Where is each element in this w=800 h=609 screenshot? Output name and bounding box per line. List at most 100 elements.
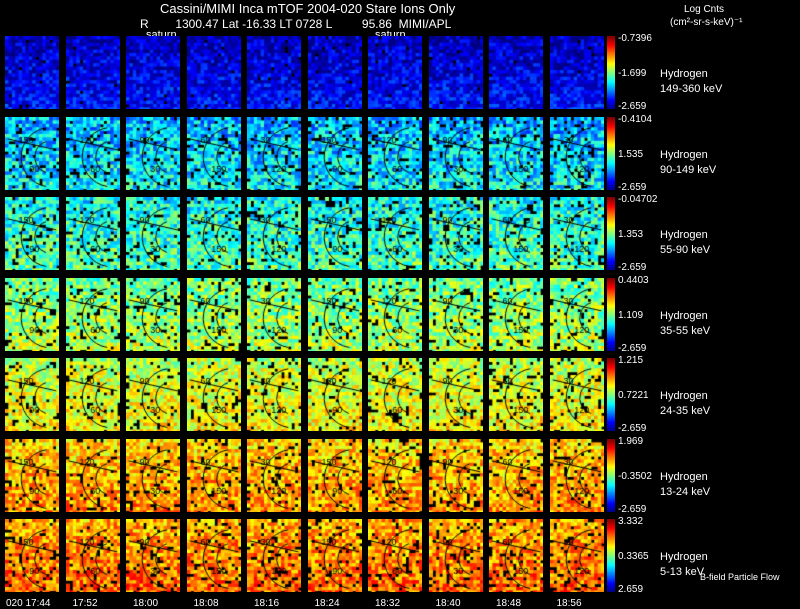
particle-image-panel [368, 36, 422, 109]
particle-image-panel [368, 197, 422, 270]
colorbar-mid: 1.535 [618, 148, 644, 160]
particle-image-panel [489, 197, 543, 270]
particle-image-panel [5, 438, 59, 512]
colorbar [607, 519, 615, 592]
time-tick-label: 17:52 [72, 598, 98, 609]
band-energy: 55-90 keV [660, 244, 711, 256]
particle-image-panel [428, 116, 483, 190]
colorbar-max: -0.7396 [618, 33, 652, 44]
particle-image-panel [489, 277, 543, 351]
particle-image-panel [489, 116, 543, 190]
particle-image-panel [489, 36, 543, 109]
particle-image-panel [5, 36, 59, 109]
colorbar-max: -0.04702 [618, 194, 658, 205]
particle-image-panel [489, 438, 543, 512]
time-tick-label: 18:48 [496, 598, 522, 609]
particle-image-panel [247, 358, 301, 431]
units-expression: (cm²-sr-s-keV)⁻¹ [670, 17, 743, 28]
particle-image-panel [186, 438, 241, 512]
particle-image-panel [307, 438, 362, 512]
colorbar-min: 2.659 [618, 584, 644, 595]
particle-image-panel [186, 519, 241, 592]
particle-image-panel [549, 36, 604, 109]
time-tick-label: 18:24 [314, 598, 340, 609]
particle-image-panel [186, 277, 241, 351]
particle-image-panel [368, 277, 422, 351]
colorbar-min: -2.659 [618, 503, 647, 515]
band-species: Hydrogen [660, 309, 708, 322]
colorbar-min: -2.659 [618, 101, 647, 112]
particle-image-panel [549, 277, 604, 351]
colorbar-min: -2.659 [618, 342, 647, 354]
time-tick-label: 020 17:44 [6, 598, 51, 609]
band-energy: 90-149 keV [660, 163, 717, 176]
particle-image-panel [428, 438, 483, 512]
particle-image-panel [549, 438, 604, 512]
colorbar-min: -2.659 [618, 423, 647, 434]
colorbar-mid: 0.3365 [618, 551, 649, 562]
particle-image-panel [126, 116, 180, 190]
band-species: Hydrogen [660, 229, 708, 241]
band-species: Hydrogen [660, 551, 708, 563]
band-species: Hydrogen [660, 68, 708, 80]
particle-image-panel [307, 519, 362, 592]
particle-image-panel [307, 197, 362, 270]
particle-image-panel [5, 358, 59, 431]
colorbar-mid: 1.353 [618, 229, 644, 240]
colorbar [607, 358, 615, 431]
particle-image-panel [186, 358, 241, 431]
particle-image-panel [65, 197, 120, 270]
colorbar-mid: 1.109 [618, 309, 644, 321]
colorbar-min: -2.659 [618, 262, 647, 273]
band-species: Hydrogen [660, 470, 708, 483]
units-title: Log Cnts [684, 4, 725, 15]
particle-image-panel [126, 519, 180, 592]
time-tick-label: 18:32 [375, 598, 401, 609]
colorbar [607, 277, 615, 351]
band-energy: 5-13 keV [660, 566, 705, 578]
particle-image-panel [5, 277, 59, 351]
particle-image-panel [368, 358, 422, 431]
colorbar-max: 1.969 [618, 435, 644, 447]
band-energy: 35-55 keV [660, 324, 711, 337]
particle-image-panel [5, 116, 59, 190]
particle-image-panel [186, 197, 241, 270]
particle-image-panel [186, 36, 241, 109]
particle-image-panel [549, 519, 604, 592]
time-tick-label: 18:40 [435, 598, 461, 609]
particle-image-panel [5, 519, 59, 592]
particle-image-panel [5, 197, 59, 270]
time-tick-label: 18:00 [133, 598, 159, 609]
band-energy: 149-360 keV [660, 83, 723, 95]
colorbar-max: 3.332 [618, 516, 644, 527]
particle-image-panel [126, 36, 180, 109]
particle-image-panel [307, 36, 362, 109]
particle-image-panel [368, 438, 422, 512]
colorbar-max: -0.4104 [618, 113, 652, 125]
time-tick-label: 18:08 [193, 598, 219, 609]
colorbar [607, 116, 615, 190]
particle-image-panel [428, 358, 483, 431]
particle-image-panel [65, 116, 120, 190]
colorbar-max: 0.4403 [618, 274, 649, 286]
particle-image-panel [126, 197, 180, 270]
particle-image-panel [307, 116, 362, 190]
particle-image-panel [549, 358, 604, 431]
particle-image-panel [549, 116, 604, 190]
particle-image-panel [489, 358, 543, 431]
particle-image-panel [247, 277, 301, 351]
time-tick-label: 18:16 [254, 598, 280, 609]
particle-image-panel [65, 358, 120, 431]
band-species: Hydrogen [660, 148, 708, 161]
colorbar [607, 197, 615, 270]
colorbar [607, 36, 615, 109]
particle-image-panel [247, 438, 301, 512]
bfield-flow-note: B-field Particle Flow [700, 572, 780, 582]
colorbar-min: -2.659 [618, 181, 647, 193]
band-species: Hydrogen [660, 390, 708, 402]
particle-image-panel [126, 438, 180, 512]
particle-image-panel [65, 519, 120, 592]
particle-image-panel [65, 438, 120, 512]
particle-image-panel [126, 277, 180, 351]
particle-image-panel [247, 116, 301, 190]
